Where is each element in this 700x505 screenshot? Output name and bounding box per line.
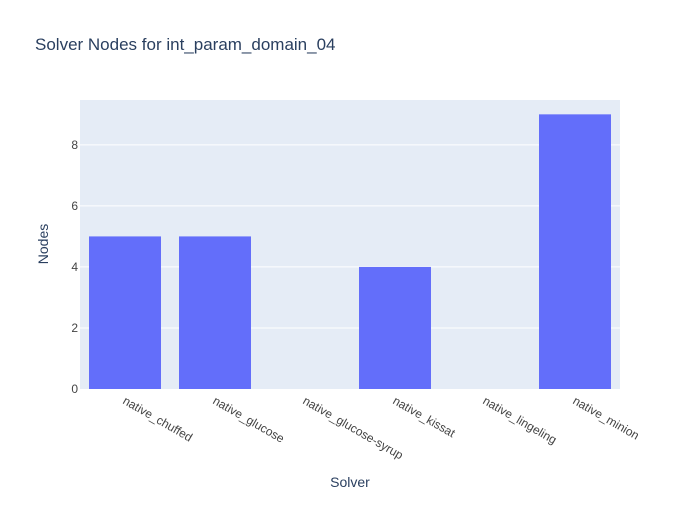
bar-native_glucose[interactable] xyxy=(179,236,251,389)
x-tick-label: native_kissat xyxy=(391,393,459,440)
y-tick-label: 8 xyxy=(71,138,78,152)
chart-title: Solver Nodes for int_param_domain_04 xyxy=(35,35,336,54)
x-tick-label: native_chuffed xyxy=(121,393,195,444)
x-tick-label: native_glucose-syrup xyxy=(301,393,406,462)
y-axis-ticks: 0 2 4 6 8 xyxy=(71,138,78,396)
y-tick-label: 4 xyxy=(71,260,78,274)
y-tick-label: 6 xyxy=(71,199,78,213)
y-tick-label: 2 xyxy=(71,321,78,335)
y-axis-label: Nodes xyxy=(35,224,51,264)
bar-native_chuffed[interactable] xyxy=(89,236,161,389)
gridlines xyxy=(80,144,620,329)
x-tick-label: native_lingeling xyxy=(481,393,560,446)
x-axis-ticks: native_chuffed native_glucose native_gluco… xyxy=(121,393,642,462)
x-tick-label: native_glucose xyxy=(211,393,288,445)
x-axis-label: Solver xyxy=(330,474,370,490)
bar-native_minion[interactable] xyxy=(539,114,611,389)
y-tick-label: 0 xyxy=(71,382,78,396)
plot-background xyxy=(80,100,620,389)
bars xyxy=(89,114,611,389)
x-tick-label: native_minion xyxy=(571,393,642,442)
bar-native_kissat[interactable] xyxy=(359,266,431,389)
